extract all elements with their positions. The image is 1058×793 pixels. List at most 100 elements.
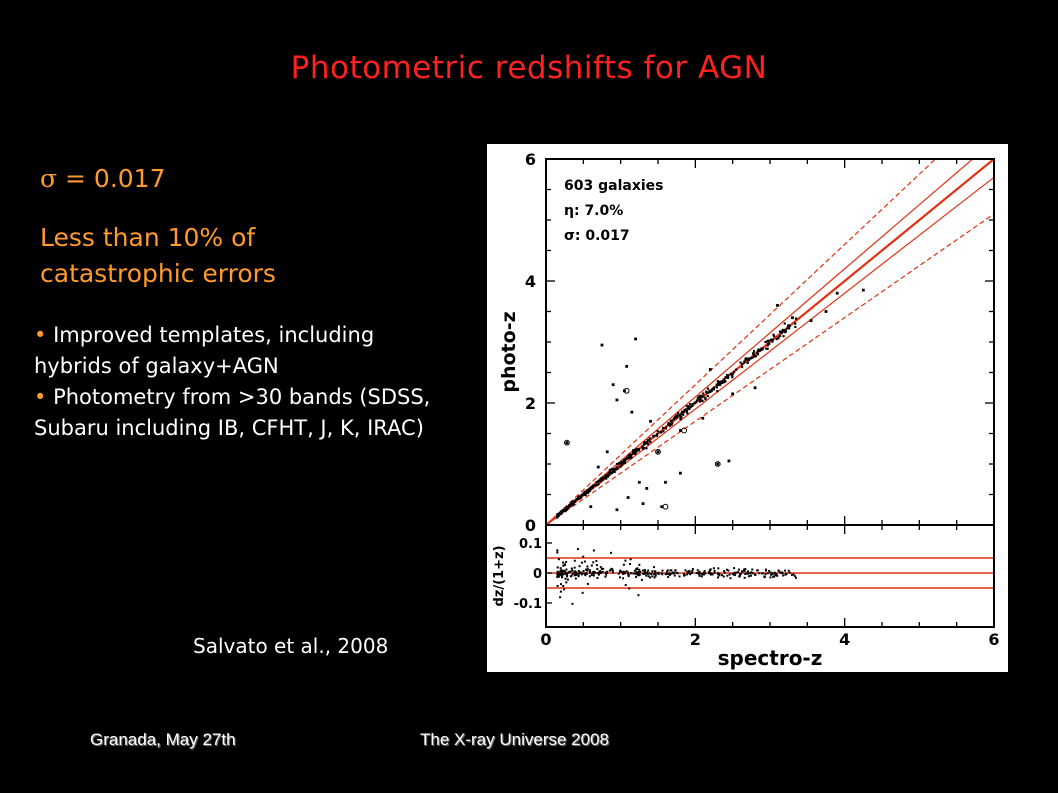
data-point: [689, 405, 692, 409]
residual-point: [654, 574, 657, 577]
data-point: [615, 466, 619, 469]
residual-point: [711, 573, 714, 576]
data-point: [668, 424, 672, 427]
data-point: [702, 392, 705, 395]
data-point: [611, 468, 614, 471]
data-point: [706, 387, 710, 390]
residual-point: [556, 584, 559, 587]
residual-point: [712, 567, 715, 570]
bullet-marker: •: [34, 385, 54, 409]
residual-point: [637, 594, 640, 597]
outlier-point: [824, 310, 828, 313]
data-point: [635, 449, 638, 452]
residual-point: [564, 563, 567, 566]
data-point: [782, 335, 785, 338]
residual-point: [563, 588, 566, 591]
data-point: [760, 348, 763, 351]
data-point: [613, 470, 616, 474]
residual-point: [574, 570, 577, 573]
residual-point: [599, 571, 602, 574]
x-tick-label: 6: [988, 630, 999, 649]
residual-point: [669, 569, 672, 572]
data-point: [570, 501, 573, 504]
residual-point: [576, 548, 579, 551]
data-point: [600, 479, 603, 482]
residual-point: [749, 572, 752, 575]
data-point: [600, 477, 603, 480]
residual-point: [792, 573, 795, 576]
bullet-text: Photometry from >30 bands (SDSS, Subaru …: [34, 385, 431, 440]
data-point: [673, 417, 676, 420]
residual-point: [638, 568, 641, 571]
outlier-point: [641, 502, 645, 506]
residual-point: [703, 570, 706, 573]
residual-point: [611, 569, 614, 572]
y-tick-label: -0.1: [514, 597, 542, 612]
data-point: [682, 410, 685, 413]
data-point: [595, 481, 598, 484]
data-point: [560, 511, 563, 514]
residual-frame: [545, 524, 995, 628]
data-point: [779, 330, 782, 334]
residual-point: [698, 570, 701, 573]
data-point: [655, 434, 659, 437]
residual-point: [643, 568, 646, 571]
data-point: [716, 389, 719, 393]
data-point: [685, 405, 689, 408]
residual-point: [566, 578, 569, 581]
residual-point: [640, 578, 643, 581]
data-point: [739, 361, 742, 364]
residual-point: [574, 573, 577, 576]
residual-point: [718, 574, 721, 577]
residual-point: [577, 572, 580, 575]
residual-point: [667, 572, 670, 575]
residual-point: [582, 569, 585, 572]
residual-point: [790, 573, 793, 576]
residual-point: [673, 574, 676, 577]
residual-point: [721, 574, 724, 577]
residual-point: [582, 572, 585, 575]
residual-point: [565, 572, 568, 575]
data-point: [596, 484, 599, 487]
data-point: [780, 332, 783, 335]
data-point: [726, 376, 730, 380]
residual-point: [562, 564, 565, 567]
data-point: [718, 380, 721, 384]
data-point: [632, 449, 635, 452]
data-point: [662, 426, 665, 430]
open-point: [655, 448, 661, 455]
residual-point: [639, 570, 642, 573]
residual-point: [606, 571, 609, 574]
photoz-figure: 0 2 4 6 0.1 0 -0.1 0 2 4 6 photo-z dz/(1+z) spectro-z…: [487, 144, 1008, 672]
footer-date: Granada, May 27th: [90, 730, 236, 749]
data-point: [780, 330, 784, 334]
residual-point: [727, 569, 730, 572]
data-point: [664, 426, 668, 430]
data-point: [704, 398, 707, 401]
residual-point: [622, 577, 625, 580]
residual-point: [622, 570, 625, 573]
outlier-point: [626, 496, 630, 499]
residual-point: [702, 573, 705, 576]
catastrophic-errors-note: Less than 10% of catastrophic errors: [40, 220, 460, 292]
residual-point: [761, 572, 764, 575]
data-point: [662, 430, 665, 433]
residual-point: [745, 572, 748, 575]
outlier-point: [645, 487, 649, 490]
data-point: [786, 327, 789, 330]
data-point: [771, 340, 774, 343]
data-point: [659, 431, 662, 434]
outlier-point: [634, 337, 637, 341]
data-point: [693, 401, 696, 404]
data-point: [625, 456, 629, 459]
catastrophic-line-1: Less than 10% of: [40, 223, 256, 252]
data-point: [586, 490, 589, 493]
residual-point: [700, 573, 703, 576]
data-point: [581, 494, 584, 497]
data-point: [705, 391, 708, 394]
residual-point: [627, 575, 630, 578]
residual-point: [565, 568, 568, 571]
residual-point: [584, 568, 587, 571]
residual-point: [704, 572, 707, 575]
data-point: [557, 514, 560, 517]
